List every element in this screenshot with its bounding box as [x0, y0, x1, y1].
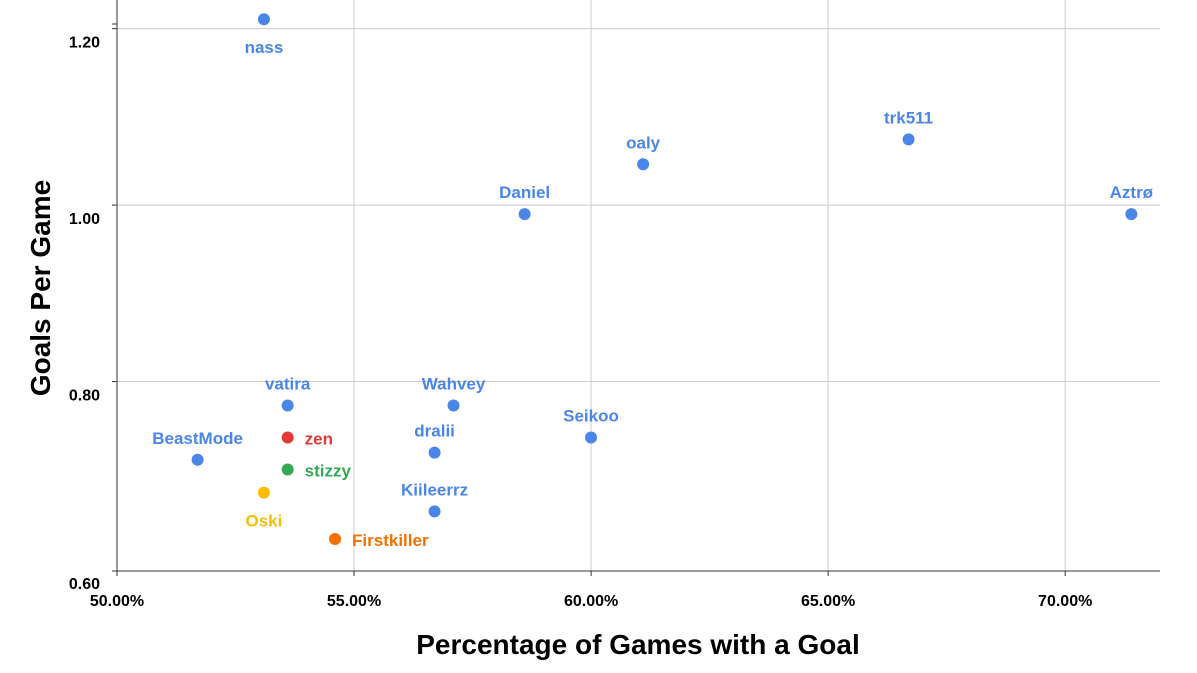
y-tick-label: 1.20: [69, 35, 100, 52]
axes: [112, 0, 1160, 576]
x-axis-title: Percentage of Games with a Goal: [416, 629, 859, 660]
gridlines: [117, 0, 1160, 571]
data-label-oaly: oaly: [626, 133, 661, 152]
y-tick-label: 0.80: [69, 388, 100, 405]
data-label-trk511: trk511: [884, 108, 933, 127]
data-point-zen: [281, 431, 294, 444]
data-point-daniel: [518, 208, 531, 221]
x-tick-label: 65.00%: [801, 593, 855, 610]
data-point-oski: [257, 486, 270, 499]
data-point-dralii: [428, 446, 441, 459]
x-tick-label: 60.00%: [564, 593, 618, 610]
data-label-stizzy: stizzy: [305, 462, 352, 481]
data-label-oski: Oski: [246, 512, 283, 531]
data-points: [191, 13, 1138, 545]
data-labels: nass trk511 oaly Daniel Aztrø vatira Wahvey Sei…: [152, 38, 1153, 550]
data-point-trk511: [902, 133, 915, 146]
x-tick-label: 55.00%: [327, 593, 381, 610]
y-axis-title: Goals Per Game: [25, 180, 56, 396]
data-label-aztrø: Aztrø: [1110, 183, 1154, 202]
tick-labels: 50.00% 55.00% 60.00% 65.00% 70.00% 0.60 0.80 1.…: [69, 35, 1092, 610]
data-label-dralii: dralii: [414, 422, 455, 441]
data-label-daniel: Daniel: [499, 183, 550, 202]
data-point-beastmode: [191, 453, 204, 466]
data-point-nass: [257, 13, 270, 26]
data-label-firstkiller: Firstkiller: [352, 531, 429, 550]
data-point-kiileerrz: [428, 505, 441, 518]
data-label-kiileerrz: Kiileerrz: [401, 480, 468, 499]
data-point-aztrø: [1125, 208, 1138, 221]
data-point-vatira: [281, 399, 294, 412]
data-point-seikoo: [585, 431, 597, 444]
data-label-nass: nass: [245, 38, 284, 57]
data-point-firstkiller: [329, 532, 342, 545]
y-tick-label: 0.60: [69, 576, 100, 593]
data-label-vatira: vatira: [265, 374, 311, 393]
data-label-zen: zen: [305, 430, 333, 449]
data-label-seikoo: Seikoo: [563, 407, 619, 426]
data-point-stizzy: [281, 463, 294, 476]
x-tick-label: 50.00%: [90, 593, 144, 610]
x-tick-label: 70.00%: [1038, 593, 1092, 610]
y-tick-label: 1.00: [69, 211, 100, 228]
data-point-wahvey: [447, 399, 460, 412]
data-label-beastmode: BeastMode: [152, 429, 243, 448]
data-point-oaly: [637, 158, 650, 171]
data-label-wahvey: Wahvey: [422, 374, 486, 393]
